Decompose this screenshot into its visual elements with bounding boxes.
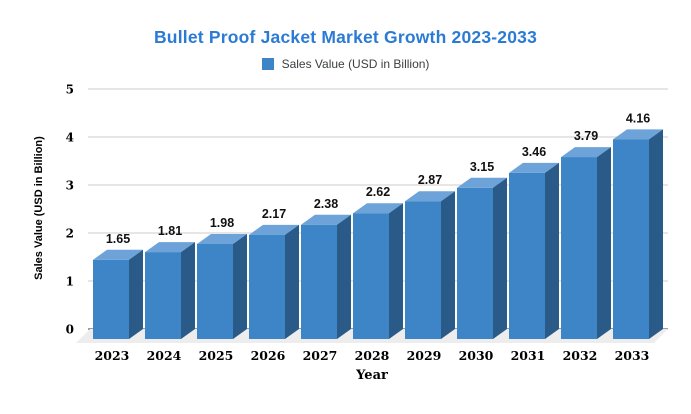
bar-side-face — [649, 129, 663, 339]
bar-value-label: 1.81 — [158, 224, 182, 238]
bar-2032 — [561, 157, 597, 339]
bar-top-face — [613, 129, 663, 140]
chart-title: Bullet Proof Jacket Market Growth 2023-2… — [153, 27, 538, 47]
bar-side-face — [597, 147, 611, 339]
bar-top-face — [509, 162, 559, 173]
bar-top-face — [93, 249, 143, 260]
bar-value-label: 4.16 — [626, 111, 650, 125]
x-tick-label: 2023 — [95, 348, 130, 363]
bar-side-face — [285, 224, 299, 339]
bar-side-face — [545, 162, 559, 339]
bar-top-face — [145, 242, 195, 253]
x-tick-label: 2031 — [511, 348, 546, 363]
bar-side-face — [389, 203, 403, 339]
bar-2023 — [93, 259, 129, 339]
bar-value-label: 2.87 — [418, 173, 442, 187]
bar-side-face — [493, 177, 507, 339]
x-tick-label: 2033 — [615, 348, 650, 363]
bar-value-label: 1.98 — [210, 216, 234, 230]
y-tick-label: 2 — [66, 227, 74, 241]
bar-value-label: 2.17 — [262, 207, 286, 221]
legend-swatch-icon — [261, 58, 274, 70]
x-axis-label: Year — [356, 368, 388, 383]
bar-side-face — [337, 214, 351, 339]
bar-value-label: 3.15 — [470, 160, 494, 174]
bar-side-face — [181, 242, 195, 339]
y-tick-label: 1 — [66, 275, 74, 289]
x-tick-label: 2028 — [355, 348, 390, 363]
x-tick-label: 2025 — [199, 348, 234, 363]
y-tick-label: 3 — [66, 179, 74, 193]
bar-2024 — [145, 252, 181, 339]
y-tick-label: 0 — [66, 323, 74, 337]
bar-2025 — [197, 243, 233, 339]
x-tick-label: 2026 — [251, 348, 286, 363]
bar-value-label: 3.46 — [522, 145, 546, 159]
legend-label: Sales Value (USD in Billion) — [281, 57, 430, 71]
bar-top-face — [249, 224, 299, 235]
x-tick-label: 2027 — [303, 348, 338, 363]
x-tick-label: 2032 — [563, 348, 598, 363]
bar-side-face — [441, 191, 455, 339]
bar-value-label: 1.65 — [106, 232, 130, 246]
bar-2033 — [613, 139, 649, 339]
y-tick-label: 5 — [66, 83, 74, 97]
bar-top-face — [405, 191, 455, 202]
bar-2029 — [405, 201, 441, 339]
bar-side-face — [233, 233, 247, 339]
x-tick-label: 2024 — [147, 348, 182, 363]
bar-top-face — [353, 203, 403, 214]
bar-2026 — [249, 234, 285, 339]
bar-2031 — [509, 172, 545, 339]
x-tick-label: 2029 — [407, 348, 442, 363]
bar-2027 — [301, 224, 337, 339]
bar-top-face — [561, 147, 611, 158]
bar-top-face — [457, 177, 507, 188]
bar-value-label: 3.79 — [574, 129, 598, 143]
bar-value-label: 2.38 — [314, 197, 338, 211]
bar-value-label: 2.62 — [366, 185, 390, 199]
bar-top-face — [301, 214, 351, 225]
legend: Sales Value (USD in Billion) — [0, 57, 691, 71]
bar-top-face — [197, 233, 247, 244]
y-tick-label: 4 — [66, 131, 74, 145]
bar-2028 — [353, 213, 389, 339]
x-tick-label: 2030 — [459, 348, 494, 363]
bar-side-face — [129, 249, 143, 339]
bar-2030 — [457, 187, 493, 339]
